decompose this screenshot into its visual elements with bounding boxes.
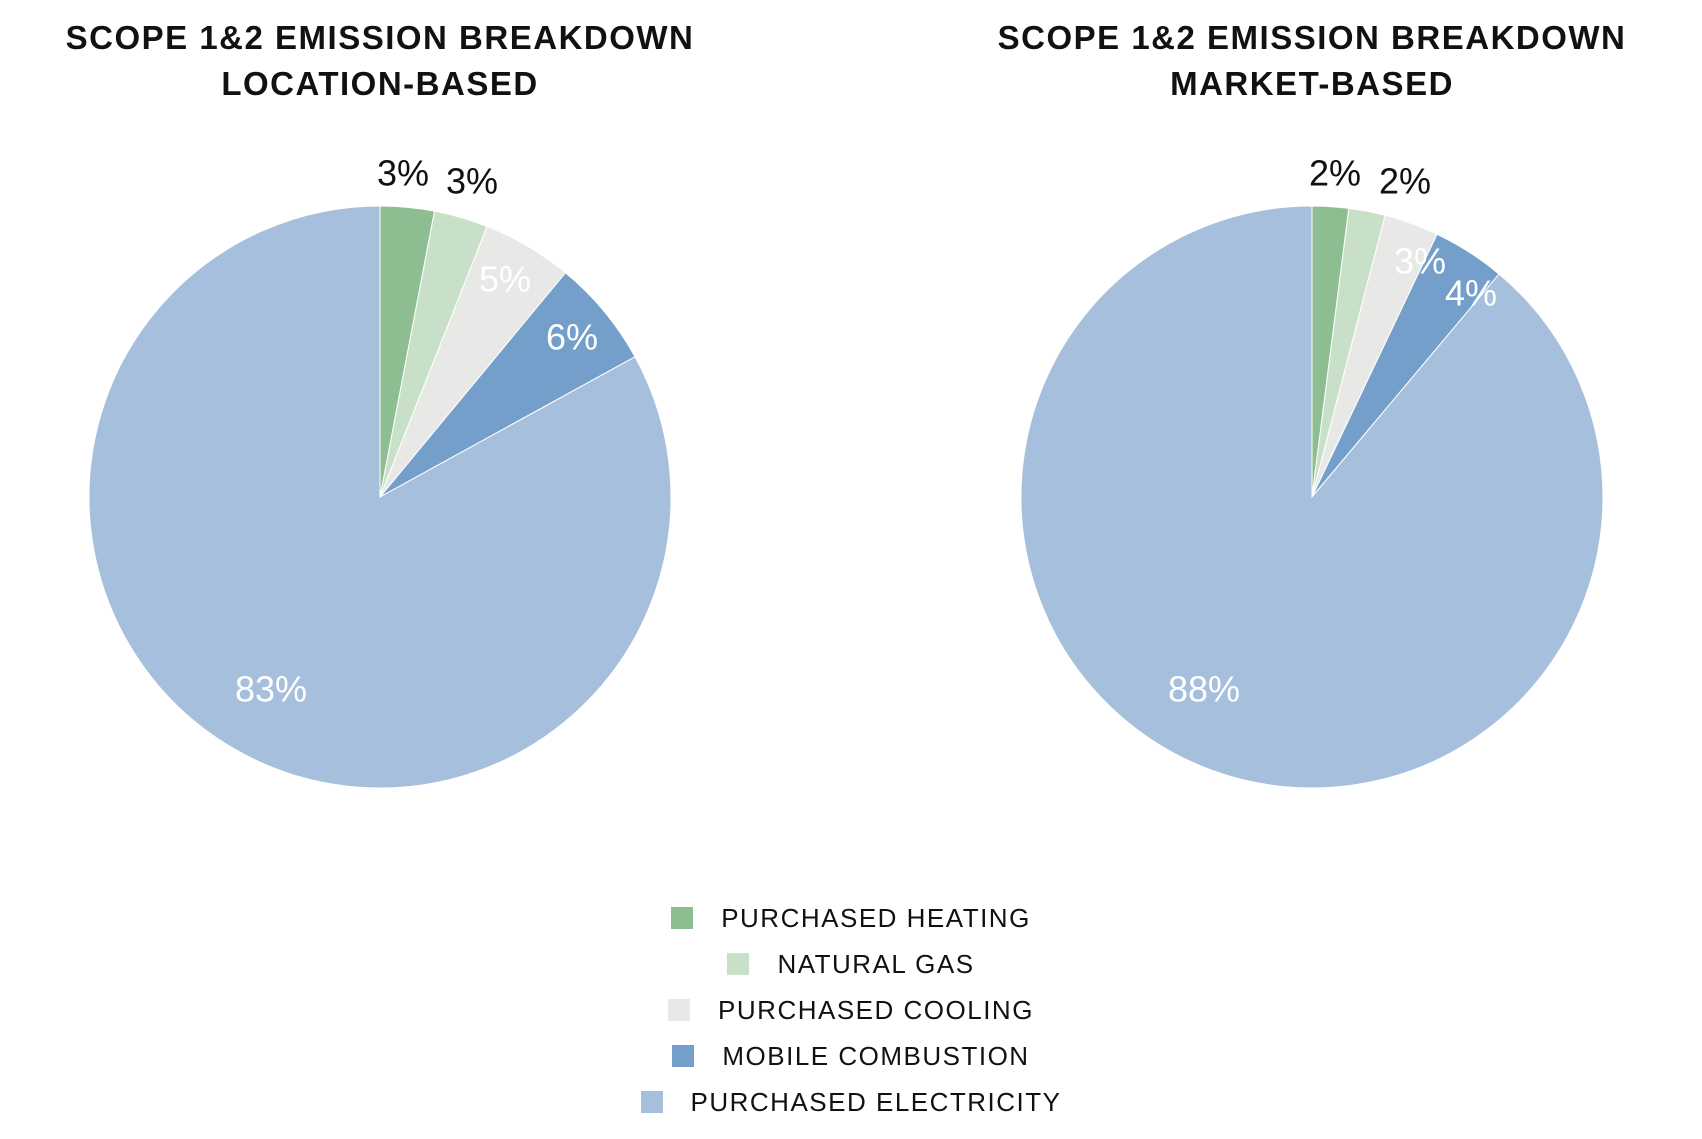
data-label: 2% xyxy=(1309,153,1361,194)
legend-swatch xyxy=(668,999,691,1021)
legend-label: MOBILE COMBUSTION xyxy=(722,1040,1030,1071)
legend-label: NATURAL GAS xyxy=(777,948,975,979)
data-label: 5% xyxy=(479,259,531,300)
title-line-2: MARKET-BASED xyxy=(1170,65,1454,102)
legend-swatch xyxy=(640,1091,663,1113)
data-label: 2% xyxy=(1379,161,1431,202)
pie-slice-purchased-electricity xyxy=(1020,205,1604,789)
legend-label: PURCHASED ELECTRICITY xyxy=(690,1086,1062,1117)
data-label: 83% xyxy=(235,669,307,710)
data-label: 3% xyxy=(446,161,498,202)
legend: PURCHASED HEATING NATURAL GAS PURCHASED … xyxy=(0,895,1702,1125)
legend-label: PURCHASED COOLING xyxy=(718,994,1034,1025)
chart-title-market: SCOPE 1&2 EMISSION BREAKDOWN MARKET-BASE… xyxy=(912,15,1702,107)
data-label: 88% xyxy=(1168,669,1240,710)
pie-slice-purchased-electricity xyxy=(88,205,672,789)
legend-item-purchased-heating: PURCHASED HEATING xyxy=(0,895,1702,941)
legend-item-purchased-cooling: PURCHASED COOLING xyxy=(0,987,1702,1033)
legend-swatch xyxy=(672,1045,695,1067)
legend-swatch xyxy=(671,907,694,929)
legend-label: PURCHASED HEATING xyxy=(721,902,1031,933)
chart-title-location: SCOPE 1&2 EMISSION BREAKDOWN LOCATION-BA… xyxy=(0,15,780,107)
title-line-1: SCOPE 1&2 EMISSION BREAKDOWN xyxy=(65,19,695,56)
legend-item-purchased-electricity: PURCHASED ELECTRICITY xyxy=(0,1079,1702,1125)
legend-item-natural-gas: NATURAL GAS xyxy=(0,941,1702,987)
title-line-2: LOCATION-BASED xyxy=(221,65,539,102)
legend-item-mobile-combustion: MOBILE COMBUSTION xyxy=(0,1033,1702,1079)
data-label: 6% xyxy=(546,317,598,358)
pie-charts: 3% 3%5%6%83%2% 2%3%4%88% xyxy=(88,153,1604,789)
title-line-1: SCOPE 1&2 EMISSION BREAKDOWN xyxy=(997,19,1627,56)
data-label: 3% xyxy=(377,153,429,194)
legend-swatch xyxy=(727,953,750,975)
data-label: 4% xyxy=(1445,273,1497,314)
data-label: 3% xyxy=(1394,241,1446,282)
